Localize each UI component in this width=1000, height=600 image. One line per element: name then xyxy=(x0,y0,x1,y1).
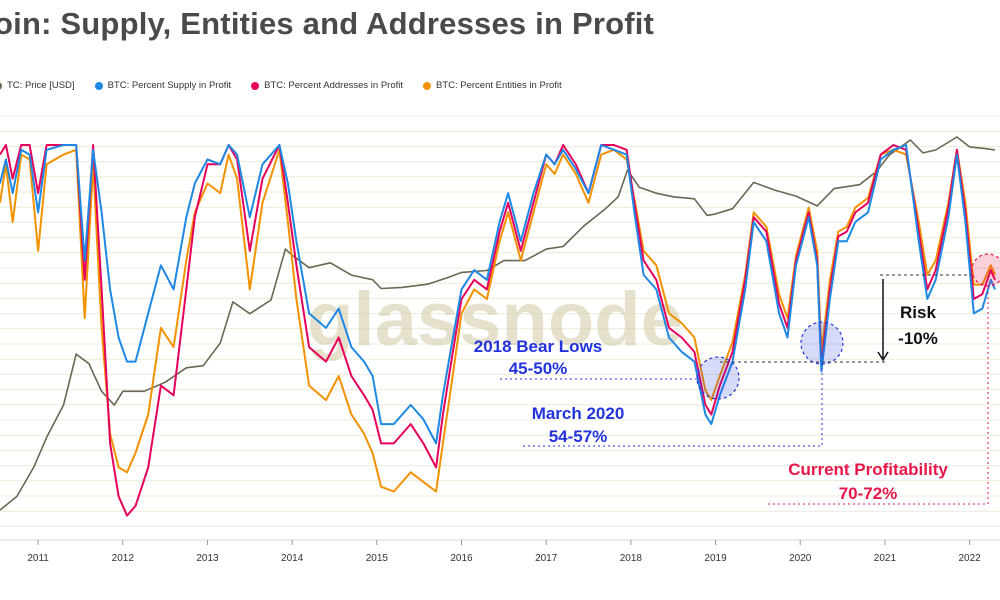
entities-in-profit-line xyxy=(0,148,996,493)
legend-dot-price xyxy=(0,81,2,90)
chart-title: oin: Supply, Entities and Addresses in P… xyxy=(0,6,655,41)
risk-title: Risk xyxy=(900,303,936,322)
legend-item-addresses[interactable]: BTC: Percent Addresses in Profit xyxy=(251,80,403,91)
x-tick-label: 2015 xyxy=(366,553,389,564)
x-tick-label: 2022 xyxy=(958,553,981,564)
current-value: 70-72% xyxy=(839,484,898,503)
grid-lines xyxy=(0,115,1000,541)
x-tick-label: 2019 xyxy=(704,553,727,564)
current-leader xyxy=(768,286,989,505)
risk-arrow xyxy=(877,279,889,362)
legend-label-entities: BTC: Percent Entities in Profit xyxy=(436,80,562,91)
march-2020-value: 54-57% xyxy=(549,427,608,446)
x-tick-label: 2017 xyxy=(535,553,558,564)
x-tick-label: 2020 xyxy=(789,553,812,564)
legend-dot-entities xyxy=(423,81,431,90)
x-axis-ticks: 2011 2012 2013 2014 2015 2016 2017 2018 2019 2020… xyxy=(27,540,981,564)
legend-item-supply[interactable]: BTC: Percent Supply in Profit xyxy=(94,80,232,91)
x-tick-label: 2012 xyxy=(112,553,135,564)
legend-dot-supply xyxy=(94,81,103,90)
addresses-in-profit-line xyxy=(0,144,996,517)
supply-in-profit-line xyxy=(0,144,996,445)
bear-lows-highlight xyxy=(696,356,740,400)
x-tick-label: 2014 xyxy=(281,553,304,564)
annotations: 2018 Bear Lows 45-50% March 2020 54-57% … xyxy=(474,253,1000,505)
risk-value: -10% xyxy=(898,329,938,348)
x-tick-label: 2016 xyxy=(450,553,473,564)
x-tick-label: 2018 xyxy=(620,553,643,564)
legend-label-supply: BTC: Percent Supply in Profit xyxy=(107,80,232,91)
legend-label-addresses: BTC: Percent Addresses in Profit xyxy=(264,80,403,91)
current-highlight xyxy=(971,253,1000,287)
current-title: Current Profitability xyxy=(788,460,948,479)
price-line xyxy=(0,136,996,511)
march-2020-title: March 2020 xyxy=(532,404,625,423)
x-tick-label: 2011 xyxy=(27,553,49,564)
bear-lows-value: 45-50% xyxy=(509,359,568,378)
bear-lows-title: 2018 Bear Lows xyxy=(474,337,603,356)
x-tick-label: 2013 xyxy=(196,553,219,564)
legend-item-price[interactable]: TC: Price [USD] xyxy=(0,80,75,91)
legend: TC: Price [USD] BTC: Percent Supply in P… xyxy=(0,80,562,91)
march-2020-highlight xyxy=(800,321,844,365)
watermark: glassnode xyxy=(307,277,683,362)
x-tick-label: 2021 xyxy=(874,553,897,564)
legend-label-price: TC: Price [USD] xyxy=(7,80,75,91)
legend-dot-addresses xyxy=(251,81,260,90)
legend-item-entities[interactable]: BTC: Percent Entities in Profit xyxy=(423,80,562,91)
series-lines xyxy=(0,136,996,517)
